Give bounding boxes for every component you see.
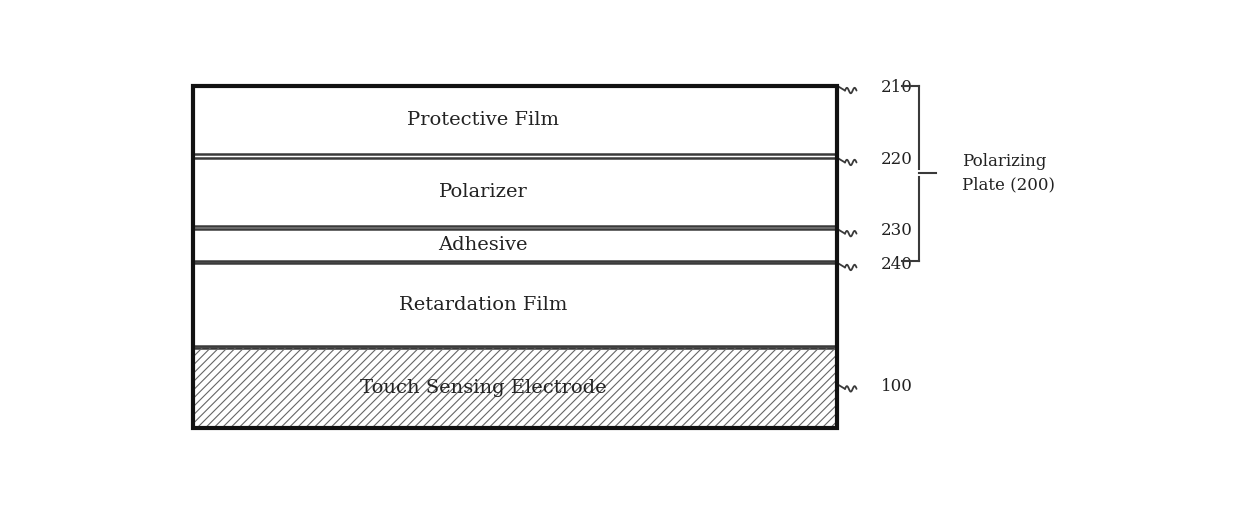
Text: Touch Sensing Electrode: Touch Sensing Electrode (360, 379, 606, 397)
Bar (193, 348, 837, 428)
Text: Polarizing
Plate (200): Polarizing Plate (200) (962, 153, 1055, 193)
Bar (193, 86, 837, 154)
Text: Adhesive: Adhesive (439, 236, 528, 254)
Text: Retardation Film: Retardation Film (399, 295, 568, 314)
Text: 220: 220 (880, 152, 913, 168)
Bar (193, 348, 837, 428)
Bar (193, 158, 837, 226)
Text: Polarizer: Polarizer (439, 183, 527, 201)
Bar (193, 86, 837, 428)
Text: Protective Film: Protective Film (407, 111, 559, 129)
Text: 210: 210 (880, 79, 913, 96)
Bar (193, 229, 837, 261)
Bar (193, 263, 837, 346)
Text: 230: 230 (880, 222, 913, 239)
Text: 240: 240 (880, 256, 913, 273)
Text: 100: 100 (880, 378, 913, 395)
